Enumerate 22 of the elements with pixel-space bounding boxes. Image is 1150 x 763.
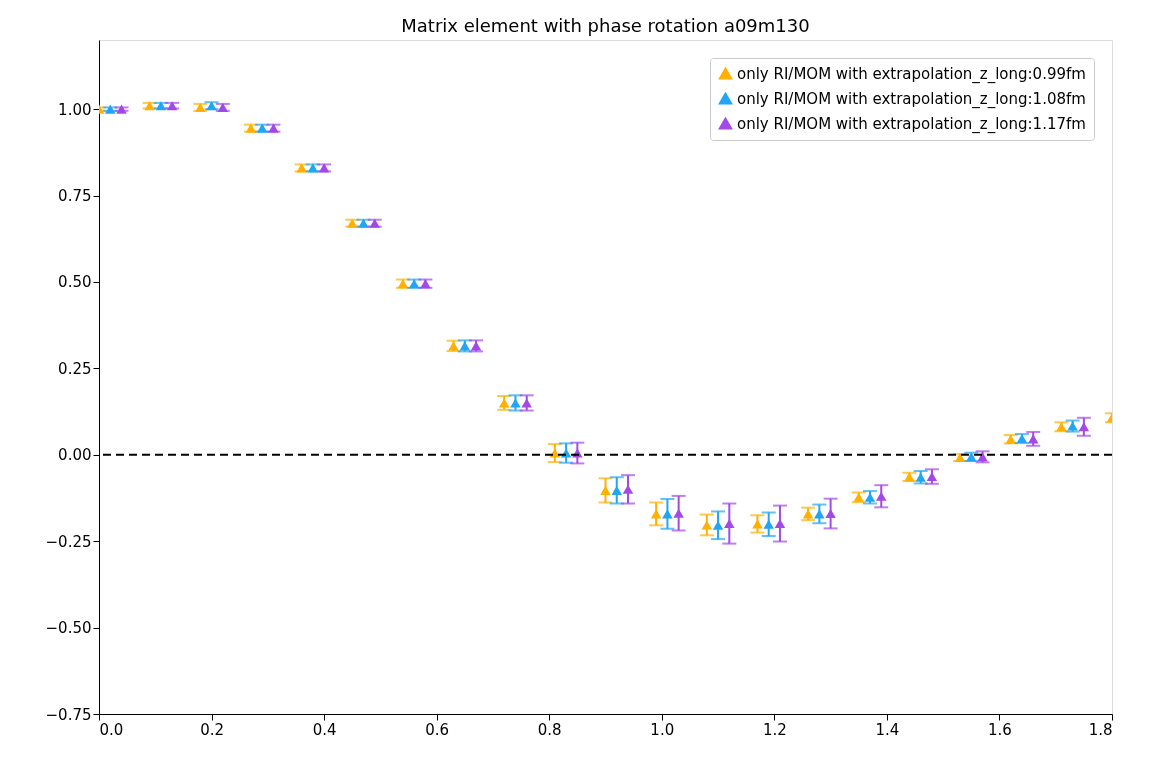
x-tick-label: 0.4 <box>312 720 337 739</box>
y-tick-label: −0.25 <box>45 532 92 551</box>
y-tick-label: 0.75 <box>58 187 92 206</box>
legend-label: only RI/MOM with extrapolation_z_long:1.17fm <box>737 114 1086 134</box>
y-tick-label: −0.50 <box>45 619 92 638</box>
x-tick-label: 1.8 <box>1088 720 1113 739</box>
y-tick-label: 0.25 <box>58 359 92 378</box>
y-tick-label: −0.75 <box>45 705 92 724</box>
x-tick-label: 0.6 <box>425 720 450 739</box>
y-tick-label: 0.00 <box>58 446 92 465</box>
legend-label: only RI/MOM with extrapolation_z_long:1.08fm <box>737 89 1086 109</box>
legend-label: only RI/MOM with extrapolation_z_long:0.99fm <box>737 64 1086 84</box>
x-tick-label: 0.8 <box>537 720 562 739</box>
x-tick-label: 1.2 <box>762 720 787 739</box>
y-tick-label: 0.50 <box>58 273 92 292</box>
chart-title: Matrix element with phase rotation a09m130 <box>401 15 810 36</box>
x-tick-label: 0.0 <box>99 720 124 739</box>
x-tick-label: 1.4 <box>875 720 900 739</box>
x-tick-label: 0.2 <box>200 720 224 739</box>
y-tick-label: 1.00 <box>58 100 92 119</box>
x-tick-label: 1.6 <box>988 720 1012 739</box>
x-tick-label: 1.0 <box>650 720 675 739</box>
